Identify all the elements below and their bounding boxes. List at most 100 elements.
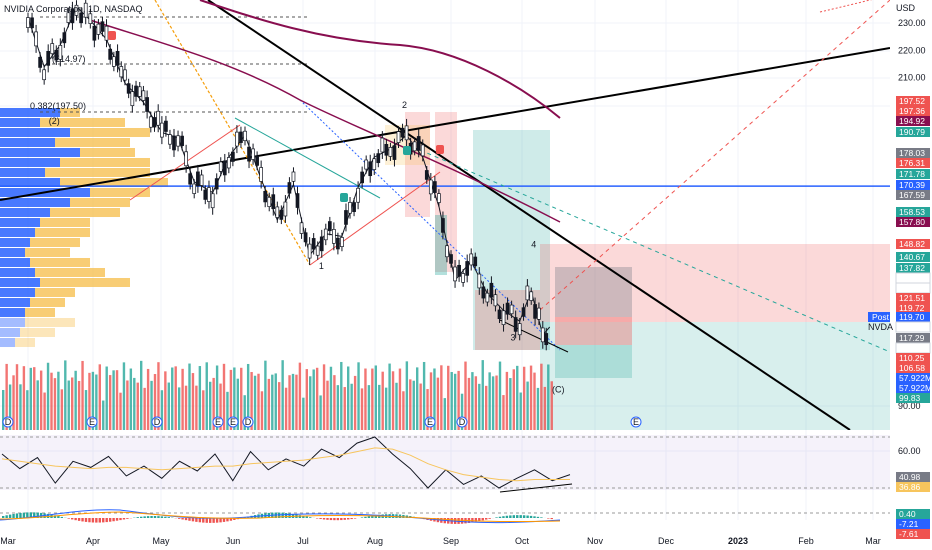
candle-body <box>445 245 449 258</box>
volume-bar <box>529 365 533 430</box>
earnings-dividend-marker[interactable]: D <box>2 416 14 428</box>
price-tag-text: 178.03 <box>899 148 925 158</box>
candle-body <box>137 86 142 97</box>
volume-bar <box>39 370 43 430</box>
volume-bar <box>60 389 64 430</box>
price-tag-text: 57.922M <box>899 383 932 393</box>
volume-bar <box>488 372 491 430</box>
candle-body <box>384 143 389 156</box>
candle-body <box>420 144 425 157</box>
candle-body <box>231 151 235 162</box>
volume-bar <box>309 376 312 430</box>
candle-body <box>517 323 522 336</box>
time-tick-label: Aug <box>367 536 383 546</box>
candle-body <box>218 161 223 172</box>
earnings-dividend-marker[interactable]: E <box>227 416 239 428</box>
channel-line <box>234 117 381 199</box>
candle-body <box>396 131 401 143</box>
time-tick-label: Jul <box>297 536 309 546</box>
volume-bar <box>298 362 302 430</box>
candle-body <box>123 69 127 81</box>
macd-bar <box>502 516 505 518</box>
candle-body <box>319 236 324 252</box>
price-tag: 99.83 <box>896 393 930 403</box>
macd-bar <box>340 518 343 521</box>
macd-bar <box>191 518 195 522</box>
time-tick-label: Apr <box>86 536 100 546</box>
macd-bar <box>46 513 50 518</box>
price-tick-label: 210.00 <box>898 73 926 83</box>
volume-bar <box>188 363 191 430</box>
macd-bar <box>198 518 202 523</box>
rsi-signal-line <box>1 447 570 482</box>
price-tag-text: 190.79 <box>899 127 925 137</box>
candle-body <box>416 136 421 151</box>
macd-bar <box>202 518 205 523</box>
moving-averages <box>89 0 873 223</box>
earnings-dividend-marker[interactable]: E <box>212 416 224 428</box>
candle-body <box>74 4 79 16</box>
volume-bar <box>153 374 157 430</box>
macd-bar <box>347 518 350 520</box>
volume-bar <box>419 383 422 430</box>
macd-bar <box>536 516 540 518</box>
earnings-dividend-marker[interactable]: D <box>242 416 254 428</box>
buy-marker[interactable] <box>403 146 411 155</box>
macd-bar <box>498 516 502 518</box>
trendline-ascending[interactable] <box>0 47 890 201</box>
earnings-dividend-marker[interactable]: D <box>151 416 163 428</box>
candle-body <box>372 158 377 170</box>
buy-marker[interactable] <box>340 193 348 202</box>
earnings-dividend-marker[interactable]: D <box>456 416 468 428</box>
volume-bar <box>536 387 540 430</box>
indicator-tag-text: -7.61 <box>899 529 919 539</box>
post-badge <box>868 312 890 322</box>
macd-bar <box>540 517 543 518</box>
macd-bar <box>71 518 74 520</box>
volume-bar <box>167 382 170 430</box>
macd-bar <box>485 518 488 520</box>
candle-body <box>54 49 59 61</box>
marker-letter: E <box>89 417 95 427</box>
price-tag: 121.51 <box>896 293 930 303</box>
price-tag: 106.58 <box>896 363 930 373</box>
volume-bar <box>367 385 371 430</box>
macd-bar <box>471 518 474 523</box>
marker-letter: E <box>633 417 639 427</box>
candle-body <box>352 202 356 212</box>
volume-bar <box>257 373 260 430</box>
volume-bar <box>46 362 50 430</box>
volume-bar <box>409 379 412 430</box>
wave-label: 2 <box>402 100 407 110</box>
volume-bar <box>319 395 322 430</box>
volume-bar <box>326 380 329 430</box>
candle-body <box>533 304 537 319</box>
macd-bar <box>529 515 533 518</box>
macd-bar <box>309 517 312 518</box>
volume-bar <box>2 390 5 430</box>
price-tag-text: 99.83 <box>899 393 921 403</box>
wave-label: (2) <box>49 116 60 126</box>
candle-body <box>481 286 486 299</box>
macd-bar <box>91 518 95 523</box>
earnings-dividend-marker[interactable]: E <box>424 416 436 428</box>
volume-bar <box>322 364 326 430</box>
sell-marker[interactable] <box>108 31 116 40</box>
candle-body <box>509 304 514 315</box>
macd-bar <box>115 518 119 521</box>
earnings-dividend-marker[interactable]: E <box>86 416 98 428</box>
price-tag-text: 194.92 <box>899 116 925 126</box>
volume-bar <box>146 368 150 430</box>
candle-body <box>145 97 149 112</box>
price-tag-text: 170.39 <box>899 180 925 190</box>
trendline-descending[interactable] <box>207 0 851 430</box>
volume-bar <box>457 370 460 430</box>
price-tag-text: 106.58 <box>899 363 925 373</box>
time-axis[interactable]: Mar Apr May Jun Jul Aug Sep Oct Nov Dec 2023 Feb Mar <box>0 536 881 546</box>
sell-marker[interactable] <box>436 145 444 154</box>
candle-body <box>457 264 461 277</box>
earnings-dividend-marker[interactable]: E <box>630 416 642 428</box>
volume-bar <box>264 360 267 430</box>
candle-body <box>497 309 502 320</box>
